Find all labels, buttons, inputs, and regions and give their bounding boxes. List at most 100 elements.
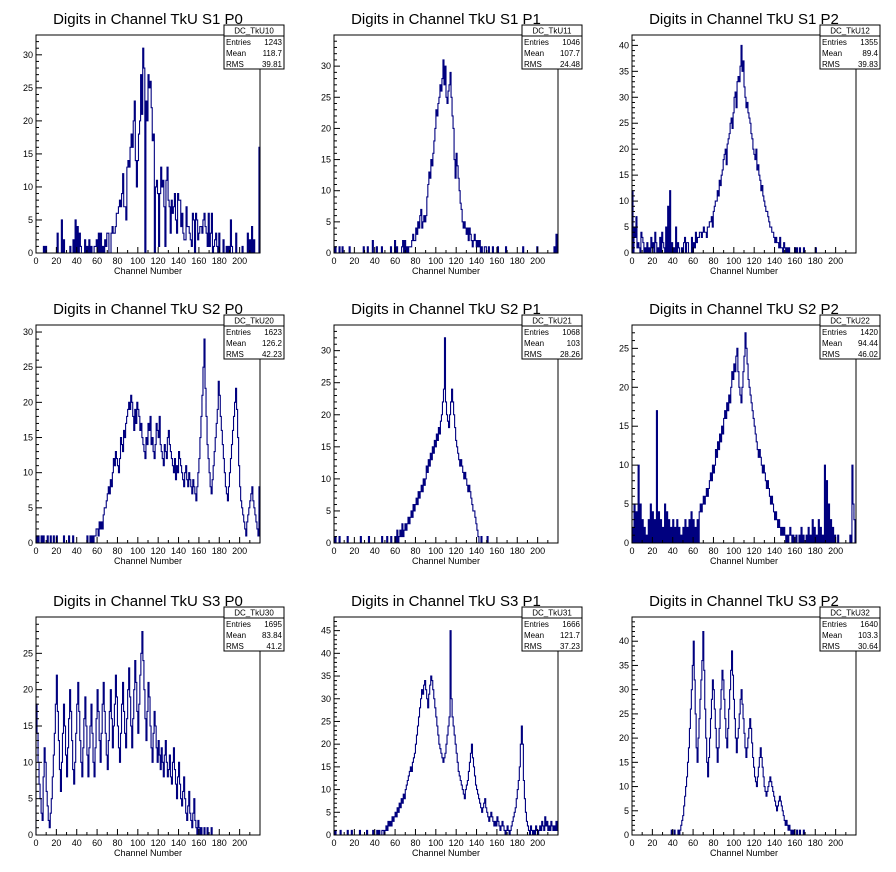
stats-row-label: RMS <box>822 642 840 651</box>
x-tick-label: 40 <box>72 838 82 848</box>
stats-row-label: Mean <box>822 631 842 640</box>
stats-row-label: RMS <box>822 60 840 69</box>
y-tick-label: 45 <box>321 626 331 636</box>
panel-title: Digits in Channel TkU S1 P1 <box>351 11 541 28</box>
x-tick-label: 60 <box>688 546 698 556</box>
stats-row-label: Entries <box>822 620 847 629</box>
x-tick-label: 0 <box>331 256 336 266</box>
x-tick-label: 120 <box>449 838 464 848</box>
y-tick-label: 30 <box>619 92 629 102</box>
stats-row-value: 103.3 <box>858 631 879 640</box>
stats-row-label: Mean <box>226 49 246 58</box>
histogram-series <box>632 630 856 836</box>
x-tick-label: 200 <box>828 546 843 556</box>
y-tick-label: 25 <box>23 648 33 658</box>
stats-box-name: DC_TkU21 <box>532 317 572 326</box>
panel-title: Digits in Channel TkU S1 P0 <box>53 11 243 28</box>
histogram-panel: Digits in Channel TkU S1 P20 20 40 60 80 100 1… <box>619 11 881 276</box>
y-tick-label: 20 <box>619 144 629 154</box>
histogram-panel: Digits in Channel TkU S2 P00 20 40 60 80 100 1… <box>23 301 285 566</box>
y-tick-label: 25 <box>321 378 331 388</box>
x-tick-label: 40 <box>370 546 380 556</box>
stats-box-name: DC_TkU10 <box>234 27 274 36</box>
x-tick-label: 140 <box>171 838 186 848</box>
x-tick-label: 200 <box>530 256 545 266</box>
stats-row-value: 39.83 <box>858 60 879 69</box>
stats-box-name: DC_TkU31 <box>532 609 572 618</box>
x-tick-label: 20 <box>647 546 657 556</box>
y-tick-label: 25 <box>23 83 33 93</box>
x-tick-label: 120 <box>151 256 166 266</box>
x-tick-label: 140 <box>171 546 186 556</box>
y-tick-label: 30 <box>321 346 331 356</box>
x-tick-label: 180 <box>808 546 823 556</box>
x-tick-label: 140 <box>469 546 484 556</box>
y-tick-label: 5 <box>326 217 331 227</box>
y-tick-label: 15 <box>23 721 33 731</box>
y-tick-label: 25 <box>321 716 331 726</box>
y-tick-label: 5 <box>624 499 629 509</box>
x-tick-label: 40 <box>370 256 380 266</box>
y-tick-label: 25 <box>321 92 331 102</box>
x-tick-label: 100 <box>130 838 145 848</box>
y-tick-label: 15 <box>321 762 331 772</box>
stats-box: DC_TkU22 Entries 1420 Mean 94.44 RMS 46.02 <box>819 314 881 360</box>
y-tick-label: 25 <box>23 362 33 372</box>
x-tick-label: 140 <box>767 546 782 556</box>
stats-row-label: Entries <box>226 38 251 47</box>
y-tick-label: 10 <box>321 474 331 484</box>
stats-box-frame <box>223 606 285 652</box>
stats-row-label: Entries <box>524 620 549 629</box>
histogram-series <box>334 337 558 544</box>
x-axis-label: Channel Number <box>412 848 480 858</box>
stats-box-name: DC_TkU30 <box>234 609 274 618</box>
y-tick-label: 20 <box>321 739 331 749</box>
x-tick-label: 100 <box>130 546 145 556</box>
x-tick-label: 20 <box>51 546 61 556</box>
x-tick-label: 140 <box>171 256 186 266</box>
stats-box-frame <box>819 606 881 652</box>
stats-row-value: 39.81 <box>262 60 283 69</box>
x-tick-label: 20 <box>349 838 359 848</box>
stats-box: DC_TkU21 Entries 1068 Mean 103 RMS 28.26 <box>521 314 583 360</box>
histogram-panel: Digits in Channel TkU S2 P20 20 40 60 80 100 1… <box>619 301 881 566</box>
y-tick-label: 20 <box>23 116 33 126</box>
stats-row-value: 126.2 <box>262 339 283 348</box>
y-tick-label: 15 <box>619 757 629 767</box>
x-axis-label: Channel Number <box>412 266 480 276</box>
y-tick-label: 0 <box>624 248 629 258</box>
x-tick-label: 40 <box>72 256 82 266</box>
x-tick-label: 20 <box>647 838 657 848</box>
y-tick-label: 30 <box>321 61 331 71</box>
x-axis-label: Channel Number <box>710 848 778 858</box>
stats-row-label: RMS <box>226 60 244 69</box>
x-tick-label: 180 <box>808 838 823 848</box>
stats-box: DC_TkU20 Entries 1623 Mean 126.2 RMS 42.23 <box>223 314 285 360</box>
stats-row-value: 94.44 <box>858 339 879 348</box>
x-tick-label: 160 <box>787 256 802 266</box>
histogram-panel: Digits in Channel TkU S2 P10 20 40 60 80 100 1… <box>321 301 583 566</box>
y-tick-label: 25 <box>619 118 629 128</box>
x-tick-label: 140 <box>469 256 484 266</box>
y-tick-label: 30 <box>23 50 33 60</box>
x-tick-label: 0 <box>33 838 38 848</box>
y-tick-label: 15 <box>321 155 331 165</box>
x-tick-label: 200 <box>232 546 247 556</box>
y-tick-label: 10 <box>321 785 331 795</box>
x-tick-label: 100 <box>428 256 443 266</box>
stats-box-frame <box>819 314 881 360</box>
stats-row-value: 1243 <box>264 38 282 47</box>
histogram-panel: Digits in Channel TkU S1 P00 20 40 60 80 100 1… <box>23 11 285 276</box>
x-tick-label: 180 <box>212 838 227 848</box>
histogram-series <box>334 59 558 254</box>
x-tick-label: 200 <box>530 546 545 556</box>
y-tick-label: 40 <box>619 636 629 646</box>
y-tick-label: 5 <box>326 506 331 516</box>
stats-row-label: Mean <box>822 339 842 348</box>
x-tick-label: 120 <box>151 546 166 556</box>
y-tick-label: 0 <box>28 830 33 840</box>
y-tick-label: 35 <box>321 671 331 681</box>
y-tick-label: 25 <box>619 709 629 719</box>
x-tick-label: 60 <box>92 546 102 556</box>
